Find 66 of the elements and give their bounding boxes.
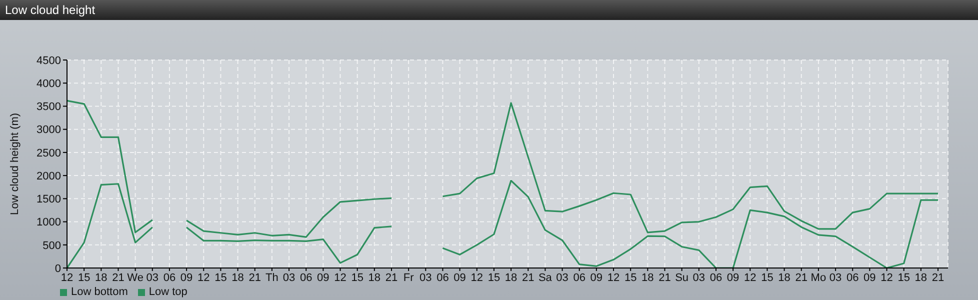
x-tick-label: 15: [624, 272, 637, 284]
x-tick-label: 06: [163, 272, 176, 284]
x-tick-label: 12: [607, 272, 620, 284]
x-tick-label: 15: [898, 272, 910, 284]
x-tick-label: 12: [60, 272, 74, 284]
x-tick-label: Sa: [538, 272, 553, 284]
y-tick-label: 1500: [36, 194, 61, 206]
x-tick-label: 15: [488, 272, 500, 284]
x-tick-label: Th: [266, 272, 278, 284]
x-tick-label: 15: [351, 272, 364, 284]
x-tick-label: 21: [112, 272, 124, 284]
x-tick-label: 15: [78, 272, 90, 284]
y-tick-label: 500: [42, 240, 61, 252]
x-tick-label: Fr: [403, 272, 414, 284]
y-tick-label: 0: [54, 262, 61, 275]
x-tick-label: 09: [317, 272, 330, 284]
legend-label: Low bottom: [71, 286, 128, 298]
x-tick-label: 18: [95, 272, 108, 284]
x-tick-label: 21: [932, 272, 944, 284]
x-tick-label: 21: [385, 272, 398, 284]
x-tick-label: 12: [198, 272, 210, 284]
x-tick-label: Mo: [810, 272, 826, 284]
y-tick-label: 2500: [36, 147, 61, 160]
x-tick-label: 21: [522, 272, 534, 284]
x-tick-label: 15: [214, 272, 227, 284]
x-tick-label: 06: [573, 272, 586, 284]
x-tick-label: 12: [880, 272, 893, 284]
chart-title: Low cloud height: [0, 0, 978, 20]
x-tick-label: 09: [590, 272, 603, 284]
x-tick-label: Su: [675, 272, 689, 284]
x-tick-label: 18: [232, 272, 244, 284]
x-tick-label: 18: [504, 272, 518, 284]
x-tick-label: 09: [180, 272, 193, 284]
x-tick-label: We: [127, 272, 144, 284]
y-tick-label: 1000: [36, 216, 61, 229]
x-tick-label: 09: [726, 272, 740, 284]
y-tick-label: 3500: [36, 101, 61, 114]
legend-label: Low top: [148, 286, 188, 298]
y-tick-label: 2000: [36, 170, 61, 182]
x-tick-label: 21: [658, 272, 671, 284]
x-tick-label: 03: [692, 272, 706, 284]
x-tick-label: 18: [642, 272, 654, 284]
y-axis-title: Low cloud height (m): [8, 112, 21, 216]
x-tick-label: 15: [761, 272, 774, 284]
x-tick-label: 09: [454, 272, 466, 284]
x-tick-label: 03: [829, 272, 842, 284]
x-tick-label: 18: [778, 272, 790, 284]
y-tick-label: 3000: [36, 124, 61, 136]
y-tick-label: 4000: [36, 78, 61, 90]
x-tick-label: 12: [334, 272, 346, 284]
x-tick-label: 03: [420, 272, 432, 284]
x-tick-label: 21: [795, 272, 808, 284]
x-tick-label: 21: [248, 272, 261, 284]
x-tick-label: 06: [300, 272, 312, 284]
x-tick-label: 09: [864, 272, 876, 284]
y-tick-label: 4500: [36, 54, 61, 67]
x-tick-label: 12: [744, 272, 756, 284]
x-tick-label: 06: [846, 272, 859, 284]
x-tick-label: 18: [914, 272, 928, 284]
x-tick-label: 06: [436, 272, 449, 284]
x-tick-label: 06: [710, 272, 722, 284]
x-tick-label: 03: [556, 272, 568, 284]
x-tick-label: 03: [282, 272, 296, 284]
x-tick-label: 03: [146, 272, 159, 284]
x-tick-label: 12: [470, 272, 484, 284]
x-tick-label: 18: [368, 272, 381, 284]
